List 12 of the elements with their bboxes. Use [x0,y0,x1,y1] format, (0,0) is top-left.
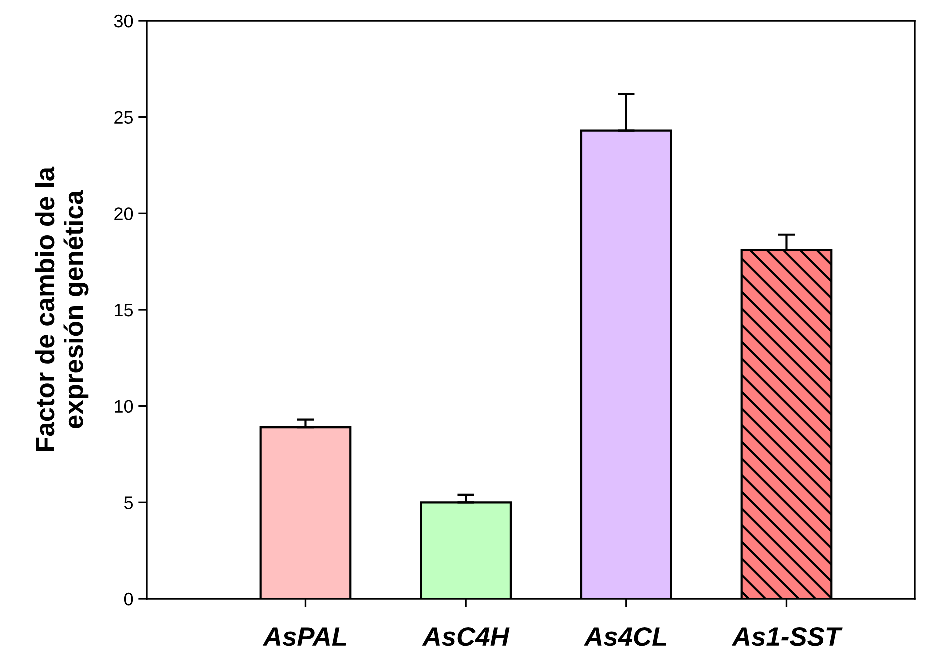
y-tick-label: 20 [114,208,134,220]
y-tick-label: 15 [115,304,134,317]
y-tick-label: 30 [114,14,134,28]
x-tick-label: AsPAL [262,628,346,646]
y-tick-label: 5 [124,496,134,510]
y-tick-label: 25 [114,111,134,124]
y-axis-title: Factor de cambio de la expresión genética [35,166,89,452]
y-tick-label: 0 [124,592,134,606]
x-tick-label: AsC4H [422,627,510,646]
x-tick-label: As4CL [584,627,667,646]
y-tick-label: 10 [115,400,134,414]
x-tick-label: As1-SST [732,627,843,646]
